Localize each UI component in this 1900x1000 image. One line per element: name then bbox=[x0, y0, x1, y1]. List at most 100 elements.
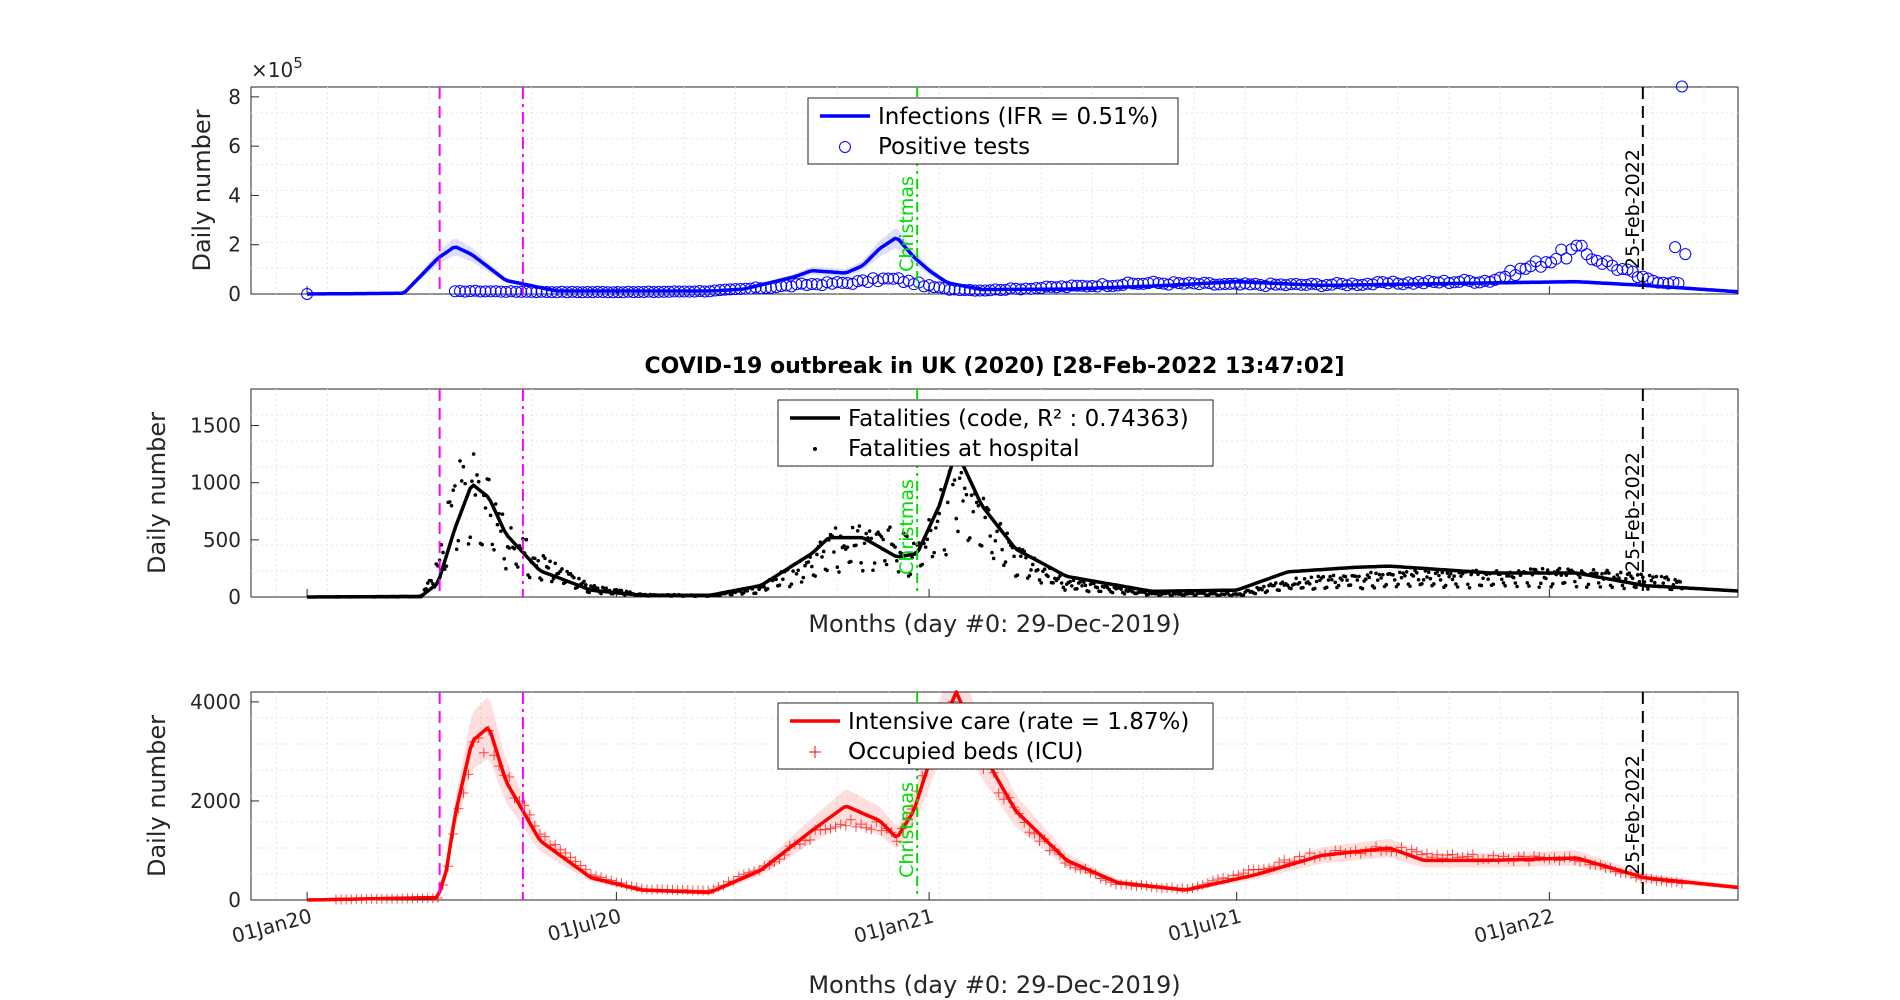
hospital-fatality-point bbox=[1297, 580, 1302, 585]
icu-bed-point bbox=[1034, 836, 1045, 847]
x-tick-label: 01Jan21 bbox=[851, 904, 936, 948]
icu-bed-point bbox=[830, 822, 841, 833]
hospital-fatality-point bbox=[1404, 570, 1409, 574]
y-tick-label: 8 bbox=[228, 85, 241, 109]
hospital-fatality-point bbox=[1540, 566, 1545, 571]
hospital-fatality-point bbox=[507, 546, 512, 550]
hospital-fatality-point bbox=[1641, 575, 1645, 580]
hospital-fatality-point bbox=[1316, 574, 1321, 579]
hospital-fatality-point bbox=[1384, 582, 1389, 587]
hospital-fatality-point bbox=[1277, 588, 1281, 593]
icu-bed-point bbox=[550, 839, 561, 850]
hospital-fatality-point bbox=[1652, 580, 1657, 585]
hospital-fatality-point bbox=[1313, 586, 1317, 591]
positive-test-point bbox=[494, 285, 507, 298]
icu-bed-point bbox=[856, 819, 867, 830]
positive-test-outlier bbox=[1675, 80, 1688, 93]
hospital-fatality-point bbox=[1415, 571, 1419, 575]
hospital-fatality-point bbox=[1030, 562, 1035, 567]
hospital-fatality-point bbox=[577, 576, 581, 581]
hospital-fatality-point bbox=[859, 561, 863, 565]
hospital-fatality-point bbox=[1398, 570, 1402, 575]
hospital-fatality-point bbox=[456, 538, 461, 543]
hospital-fatality-point bbox=[791, 569, 795, 573]
hospital-fatality-point bbox=[490, 542, 495, 547]
hospital-fatality-point bbox=[1381, 572, 1385, 577]
hospital-fatality-point bbox=[869, 536, 874, 541]
hospital-fatality-point bbox=[927, 517, 931, 522]
hospital-fatality-point bbox=[939, 487, 943, 492]
positive-test-point bbox=[1132, 277, 1145, 290]
icu-bed-point bbox=[866, 824, 877, 835]
positive-test-point bbox=[459, 285, 472, 298]
hospital-fatality-point bbox=[806, 560, 811, 564]
positive-test-point bbox=[540, 286, 553, 299]
icu-bed-point bbox=[1432, 849, 1443, 860]
hospital-fatality-point bbox=[988, 534, 993, 538]
hospital-fatality-point bbox=[1321, 574, 1326, 579]
y-axis-label: Daily number bbox=[188, 109, 216, 271]
hospital-fatality-point bbox=[991, 556, 996, 561]
hospital-fatality-point bbox=[449, 503, 454, 508]
positive-test-point bbox=[1412, 275, 1425, 288]
hospital-fatality-point bbox=[1019, 554, 1023, 558]
hospital-fatality-point bbox=[524, 537, 529, 542]
hospital-fatality-point bbox=[974, 500, 979, 505]
hospital-fatality-point bbox=[971, 509, 976, 514]
y-tick-label: 4 bbox=[228, 183, 241, 207]
hospital-fatality-point bbox=[1324, 585, 1329, 590]
y-tick-label: 500 bbox=[203, 528, 241, 552]
positive-test-point bbox=[882, 272, 895, 285]
hospital-fatality-point bbox=[504, 566, 508, 571]
hospital-fatality-point bbox=[1637, 579, 1642, 584]
hospital-fatality-point bbox=[1042, 567, 1047, 572]
hospital-fatality-point bbox=[1403, 573, 1407, 578]
hospital-fatality-point bbox=[1459, 574, 1463, 578]
hospital-fatality-point bbox=[905, 534, 909, 539]
hospital-fatality-point bbox=[1607, 571, 1611, 575]
positive-test-outlier bbox=[1669, 241, 1682, 254]
hospital-fatality-point bbox=[1046, 574, 1050, 579]
hospital-fatality-point bbox=[1029, 568, 1033, 572]
hospital-fatality-point bbox=[1070, 584, 1074, 588]
legend-entry-observed: Occupied beds (ICU) bbox=[848, 739, 1083, 765]
hospital-fatality-point bbox=[1273, 581, 1278, 585]
hospital-fatality-point bbox=[1596, 581, 1601, 585]
hospital-fatality-point bbox=[1465, 582, 1470, 587]
hospital-fatality-point bbox=[962, 486, 967, 491]
hospital-fatality-point bbox=[908, 572, 913, 577]
hospital-fatality-point bbox=[925, 537, 930, 542]
hospital-fatality-point bbox=[539, 578, 544, 582]
hospital-fatality-point bbox=[1253, 591, 1258, 596]
hospital-fatality-point bbox=[514, 562, 518, 566]
hospital-fatality-point bbox=[1618, 570, 1623, 575]
hospital-fatality-point bbox=[1549, 585, 1553, 589]
positive-test-point bbox=[484, 285, 497, 298]
hospital-fatality-point bbox=[473, 493, 478, 497]
hospital-fatality-point bbox=[1110, 590, 1115, 595]
hospital-fatality-point bbox=[935, 519, 940, 524]
positive-test-point bbox=[928, 281, 941, 294]
positive-test-point bbox=[1371, 276, 1384, 289]
icu-bed-point bbox=[1279, 854, 1290, 865]
hospital-fatality-point bbox=[509, 526, 513, 530]
hospital-fatality-point bbox=[1539, 581, 1543, 586]
hospital-fatality-point bbox=[600, 585, 605, 590]
icu-bed-point bbox=[820, 824, 831, 835]
hospital-fatality-point bbox=[835, 565, 840, 570]
legend-entry-model: Infections (IFR = 0.51%) bbox=[878, 104, 1159, 130]
icu-bed-point bbox=[840, 820, 851, 831]
positive-test-point bbox=[1244, 278, 1257, 291]
hospital-fatality-point bbox=[1481, 576, 1485, 581]
icu-bed-point bbox=[1294, 851, 1305, 862]
hospital-fatality-point bbox=[796, 568, 801, 573]
hospital-fatality-point bbox=[1314, 579, 1319, 584]
hospital-fatality-point bbox=[1002, 563, 1006, 568]
hospital-fatality-point bbox=[765, 586, 770, 591]
christmas-label: Christmas bbox=[896, 782, 918, 878]
legend-box bbox=[807, 97, 1179, 165]
hospital-fatality-point bbox=[983, 515, 987, 520]
positive-test-point bbox=[489, 285, 502, 298]
hospital-fatality-point bbox=[810, 564, 814, 569]
positive-test-point bbox=[790, 278, 803, 291]
